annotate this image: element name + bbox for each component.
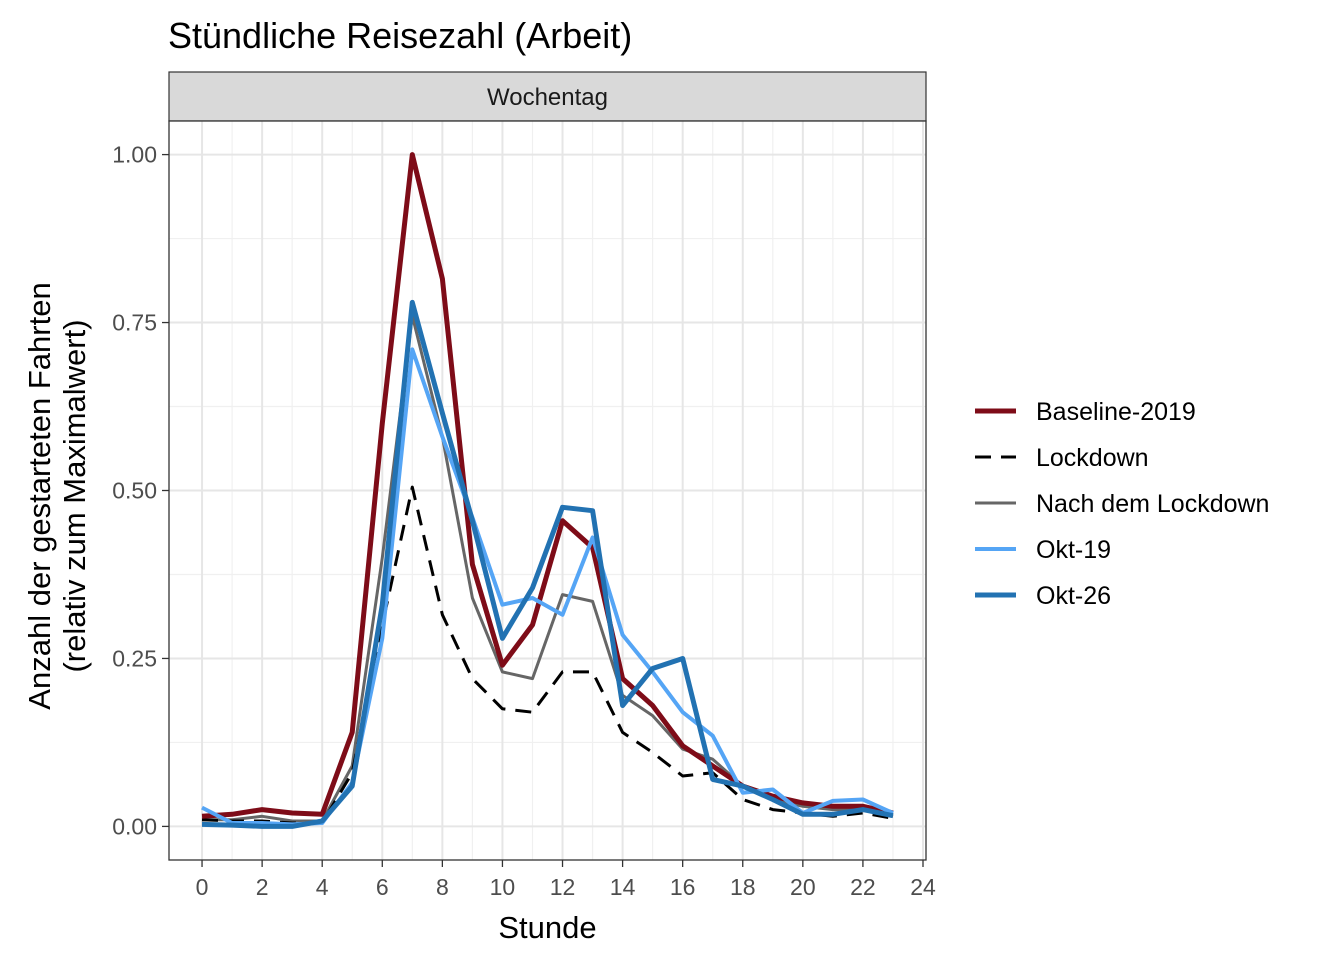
legend-label: Nach dem Lockdown (1036, 490, 1269, 518)
y-tick-label: 0.75 (112, 310, 157, 336)
facet-label: Wochentag (487, 84, 608, 111)
y-tick-label: 0.00 (112, 813, 157, 839)
x-tick-label: 14 (610, 874, 636, 900)
x-tick-label: 10 (490, 874, 516, 900)
y-tick-label: 0.25 (112, 645, 157, 671)
x-tick-label: 0 (196, 874, 209, 900)
y-axis-title-line-2: (relativ zum Maximalwert) (57, 319, 92, 672)
y-axis: 0.00 0.25 0.50 0.75 1.00 (112, 142, 169, 839)
y-axis-title-line-1: Anzahl der gestarteten Fahrten (22, 282, 57, 709)
x-tick-label: 18 (730, 874, 756, 900)
x-tick-label: 8 (436, 874, 449, 900)
series-line-baseline-2019 (201, 152, 894, 819)
grid-lines (169, 121, 926, 860)
x-tick-label: 4 (316, 874, 329, 900)
legend: Baseline-2019 Lockdown Nach dem Lockdown Ok… (975, 398, 1269, 610)
x-tick-label: 20 (790, 874, 816, 900)
chart-title: Stündliche Reisezahl (Arbeit) (168, 15, 632, 56)
facet-strip (168, 71, 927, 122)
y-tick-label: 1.00 (112, 142, 157, 168)
x-axis: 0 2 4 6 8 10 12 14 16 18 20 22 24 (196, 860, 936, 900)
x-tick-label: 6 (376, 874, 389, 900)
series-line-okt-26 (201, 299, 894, 829)
y-tick-label: 0.50 (112, 478, 157, 504)
x-tick-label: 22 (850, 874, 876, 900)
legend-label: Baseline-2019 (1036, 398, 1196, 426)
x-tick-label: 2 (256, 874, 269, 900)
x-tick-label: 24 (910, 874, 936, 900)
legend-label: Okt-19 (1036, 536, 1111, 564)
x-tick-label: 12 (550, 874, 576, 900)
x-tick-label: 16 (670, 874, 696, 900)
x-axis-title: Stunde (498, 910, 596, 945)
legend-label: Lockdown (1036, 444, 1149, 472)
legend-label: Okt-26 (1036, 582, 1111, 610)
series-lines (201, 152, 894, 829)
